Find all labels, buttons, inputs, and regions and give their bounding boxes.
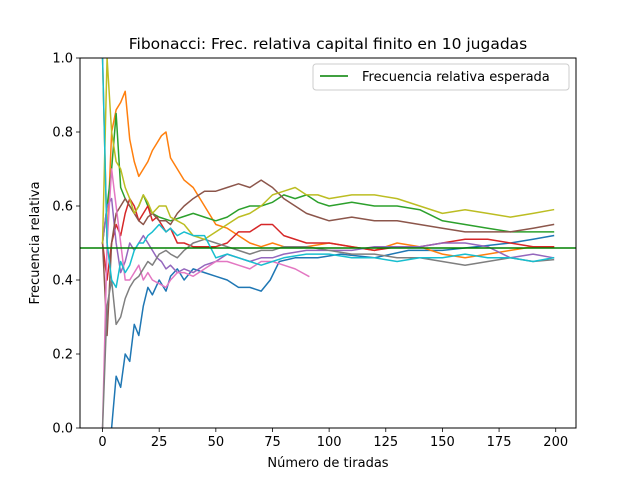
plot-frame <box>79 57 577 429</box>
y-tick-label: 0.4 <box>52 274 73 289</box>
series-line-9 <box>101 58 555 244</box>
x-tick-label: 25 <box>151 435 168 450</box>
x-tick-label: 50 <box>208 435 225 450</box>
x-tick-label: 0 <box>98 435 106 450</box>
chart-title: Fibonacci: Frec. relativa capital finito… <box>129 35 528 53</box>
x-tick-label: 100 <box>317 435 342 450</box>
y-tick-label: 0.2 <box>52 348 73 363</box>
series-line-2 <box>101 58 555 259</box>
series-line-5 <box>101 197 555 274</box>
x-tick-label: 125 <box>373 435 398 450</box>
y-tick-label: 0.6 <box>52 200 73 215</box>
series-line-6 <box>101 179 555 337</box>
series-line-1 <box>110 234 555 428</box>
series-line-7 <box>101 168 310 428</box>
x-tick-label: 175 <box>487 435 512 450</box>
x-tick-label: 75 <box>264 435 281 450</box>
y-axis: 0.0 0.2 0.4 0.6 0.8 1.0 <box>52 52 80 437</box>
x-axis-label: Número de tiradas <box>267 456 388 471</box>
legend-box <box>312 63 570 91</box>
legend: Frecuencia relativa esperada <box>312 63 570 91</box>
y-tick-label: 1.0 <box>52 52 73 67</box>
y-tick-label: 0.8 <box>52 126 73 141</box>
legend-entry-label: Frecuencia relativa esperada <box>362 70 550 85</box>
y-tick-label: 0.0 <box>52 422 73 437</box>
y-axis-label: Frecuencia relativa <box>28 181 43 304</box>
series-line-10 <box>101 58 555 289</box>
series-layer <box>101 58 555 428</box>
x-tick-label: 150 <box>430 435 455 450</box>
x-tick-label: 200 <box>543 435 568 450</box>
x-axis: 0 25 50 75 100 125 150 175 200 <box>98 428 568 450</box>
